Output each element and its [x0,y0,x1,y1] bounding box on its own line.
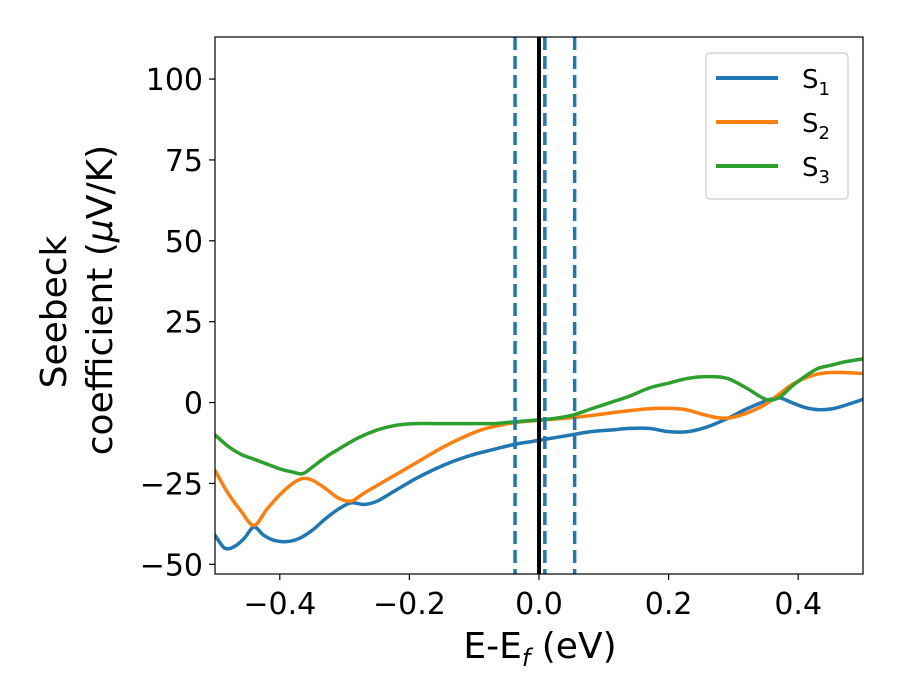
x-tick-label: −0.4 [243,587,316,622]
x-tick-label: 0.0 [515,587,563,622]
y-tick-label: 100 [146,63,203,98]
y-tick-label: 75 [165,144,203,179]
plot-area [215,37,863,574]
series-line-s3 [215,357,863,476]
y-axis-label-line1: Seebeck [34,235,75,388]
y-tick-label: 50 [165,225,203,260]
legend-box [705,52,849,200]
legend-label-s1: S1 [802,65,830,100]
y-tick-label: −50 [140,548,203,583]
y-tick-label: −25 [140,467,203,502]
y-tick-label: 25 [165,306,203,341]
y-axis-label-line2: coefficient (μV/K) [80,145,121,455]
x-axis-label: E-Ef (eV) [463,626,616,672]
legend-label-s3: S3 [802,153,830,188]
x-tick-label: 0.2 [645,587,693,622]
y-tick-label: 0 [184,387,203,422]
x-tick-label: 0.4 [774,587,822,622]
x-tick-label: −0.2 [373,587,446,622]
axes: −0.4 −0.2 0.0 0.2 0.4 −50 −25 0 25 50 75 100 [140,36,864,622]
legend-label-s2: S2 [802,109,830,144]
legend: S1 S2 S3 [705,52,849,200]
